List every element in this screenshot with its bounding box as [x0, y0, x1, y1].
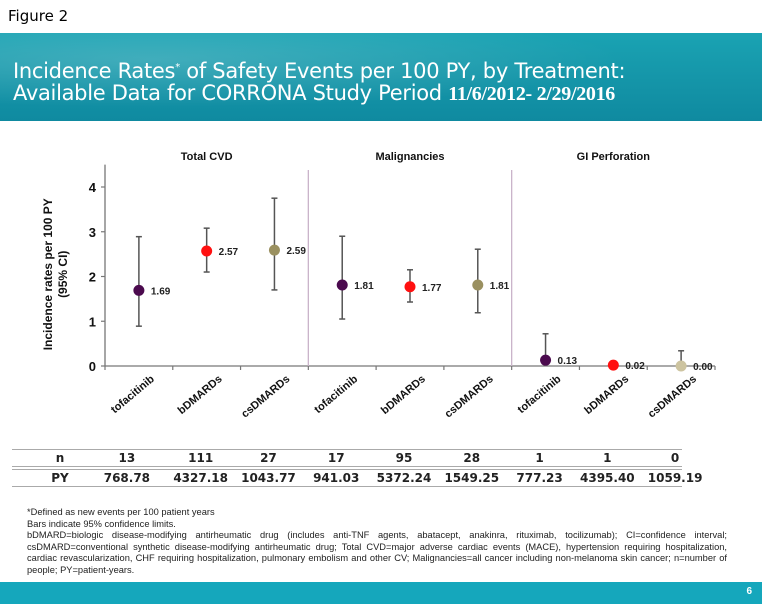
category-label: bDMARDs: [379, 373, 428, 417]
data-point-tofacitinib: [540, 354, 552, 366]
table-cell: 768.78: [103, 471, 151, 485]
table-cell: 111: [188, 451, 214, 465]
table-row-label: n: [55, 451, 65, 465]
table-cell: 1043.77: [241, 471, 296, 485]
y-tick-label: 1: [89, 314, 96, 329]
y-axis-label-ci: (95% CI): [56, 251, 70, 298]
category-label: csDMARDs: [443, 373, 496, 420]
table-cell: 1: [603, 451, 612, 465]
table-cell: 17: [327, 451, 345, 465]
incidence-chart: 0 1 2 3 4 Incidence rates per 100 PY (95% CI) T…: [41, 151, 716, 420]
panel-title: GI Perforation: [577, 151, 651, 163]
footnote-1: *Defined as new events per 100 patient y…: [27, 507, 215, 517]
data-label: 1.81: [354, 281, 374, 292]
y-axis-label: Incidence rates per 100 PY: [41, 198, 55, 350]
table-cell: 28: [463, 451, 481, 465]
page-number: 6: [746, 586, 752, 597]
table-cell: 1059.19: [647, 471, 703, 485]
panel-title: Malignancies: [375, 151, 444, 163]
data-point-tofacitinib: [336, 279, 348, 291]
category-label: tofacitinib: [516, 373, 564, 416]
data-label: 2.57: [219, 247, 239, 258]
table-rule: [12, 486, 682, 487]
table-cell: 941.03: [313, 471, 360, 485]
table-cell: 1: [535, 451, 544, 465]
data-point-csDMARDs: [472, 279, 484, 291]
data-point-bDMARDs: [404, 281, 416, 293]
category-label: tofacitinib: [312, 373, 360, 416]
category-label: bDMARDs: [176, 373, 225, 417]
data-label: 0.02: [625, 361, 645, 372]
data-point-tofacitinib: [133, 284, 145, 296]
table-rule: [12, 469, 682, 470]
data-point-csDMARDs: [268, 244, 280, 256]
data-label: 1.81: [490, 281, 510, 292]
y-tick-label: 4: [89, 180, 97, 195]
data-label: 0.00: [693, 362, 713, 373]
table-cell: 5372.24: [376, 471, 432, 485]
table-row-label: PY: [51, 471, 69, 485]
table-rule: [12, 466, 682, 467]
title-banner: [0, 33, 762, 121]
data-label: 1.69: [151, 286, 171, 297]
footer-bar: 6: [0, 582, 762, 604]
title-line1a: Incidence Rates: [13, 59, 176, 83]
data-point-bDMARDs: [201, 245, 213, 257]
footnotes: *Defined as new events per 100 patient y…: [27, 507, 727, 577]
title-dates: 11/6/2012- 2/29/2016: [448, 83, 616, 105]
y-tick-label: 3: [89, 225, 96, 240]
table-cell: 27: [260, 451, 277, 465]
table-cell: 0: [670, 451, 680, 465]
category-label: csDMARDs: [646, 373, 699, 420]
table-cell: 13: [118, 451, 136, 465]
data-point-csDMARDs: [675, 360, 687, 372]
data-label: 1.77: [422, 283, 442, 294]
footnote-2: Bars indicate 95% confidence limits.: [27, 518, 176, 529]
table-cell: 4327.18: [173, 471, 228, 485]
data-point-bDMARDs: [607, 359, 619, 371]
figure-label: Figure 2: [8, 7, 69, 25]
data-label: 2.59: [286, 246, 306, 257]
table-cell: 4395.40: [580, 471, 635, 485]
title-line1b: of Safety Events per 100 PY, by Treatmen…: [179, 59, 626, 83]
table-cell: 777.23: [516, 471, 563, 485]
table-rule: [12, 449, 682, 450]
category-label: tofacitinib: [109, 373, 157, 416]
title-line2: Available Data for CORRONA Study Period: [13, 81, 449, 105]
y-tick-label: 0: [89, 359, 96, 374]
slide-title: Incidence Rates* of Safety Events per 10…: [13, 57, 626, 105]
category-label: bDMARDs: [582, 373, 631, 417]
category-label: csDMARDs: [239, 373, 292, 420]
y-tick-label: 2: [89, 270, 96, 285]
title-footnote-mark: *: [175, 62, 180, 73]
data-label: 0.13: [558, 356, 578, 367]
table-cell: 1549.25: [444, 471, 500, 485]
table-cell: 95: [395, 451, 413, 465]
footnote-3: bDMARD=biologic disease-modifying antirh…: [27, 530, 727, 575]
panel-title: Total CVD: [181, 151, 233, 163]
